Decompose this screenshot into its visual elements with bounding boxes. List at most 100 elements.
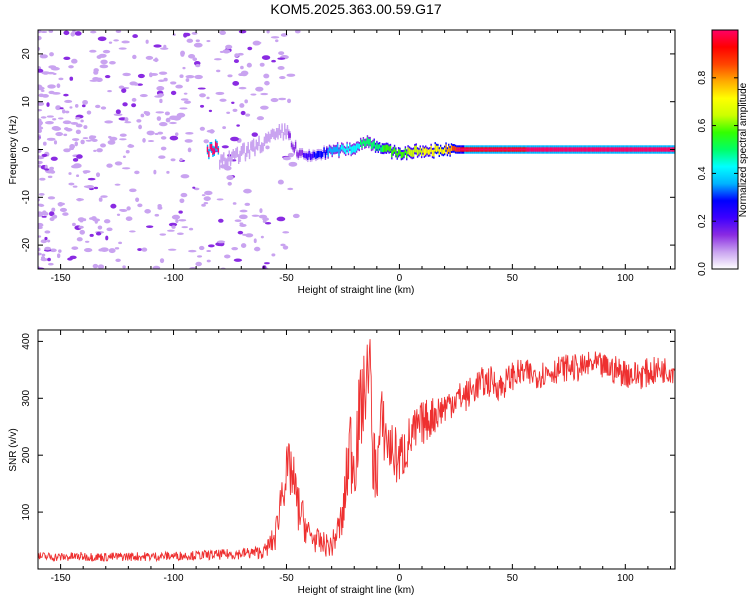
noise-blob — [141, 247, 148, 252]
noise-blob — [97, 264, 105, 269]
noise-blob — [135, 197, 140, 203]
noise-blob — [256, 116, 264, 121]
ridge-peak — [576, 148, 579, 151]
ridge-cell — [250, 143, 252, 149]
ridge-cell — [288, 131, 290, 139]
ridge-cell — [284, 125, 286, 131]
ridge-cell — [412, 149, 415, 157]
ridge-peak — [667, 148, 670, 151]
noise-blob — [287, 98, 292, 104]
noise-blob — [218, 218, 224, 223]
noise-blob — [82, 170, 91, 174]
ridge-cell — [422, 147, 424, 153]
noise-blob — [189, 266, 197, 269]
noise-blob — [154, 57, 158, 63]
ridge-cell — [380, 147, 382, 152]
ridge-cell — [266, 136, 268, 142]
noise-blob — [68, 65, 74, 69]
spectrogram-xtick-label: -150 — [51, 273, 71, 284]
noise-blob — [59, 207, 67, 213]
noise-blob — [98, 53, 107, 58]
ridge-cell — [275, 130, 278, 136]
noise-blob — [204, 190, 213, 196]
noise-blob — [170, 158, 176, 162]
ridge-cell — [362, 139, 365, 144]
noise-blob — [198, 245, 205, 251]
ridge-peak — [559, 148, 561, 151]
noise-blob — [157, 203, 162, 208]
noise-blob — [46, 239, 51, 243]
noise-blob — [193, 187, 200, 191]
spectrogram-xlabel: Height of straight line (km) — [298, 285, 415, 296]
noise-blob — [156, 86, 165, 91]
ridge-peak — [662, 148, 664, 151]
noise-blob — [75, 129, 81, 135]
ridge-peak — [471, 148, 473, 151]
ridge-cell — [357, 143, 359, 149]
noise-blob — [122, 102, 128, 107]
ridge-cell — [358, 144, 361, 150]
ridge-peak — [498, 148, 500, 151]
ridge-cell — [346, 143, 348, 151]
spectrogram-xtick-label: 50 — [507, 273, 519, 284]
noise-blob — [107, 90, 112, 93]
noise-blob — [233, 258, 243, 262]
ridge-cell — [429, 149, 431, 155]
noise-blob — [38, 235, 42, 238]
ridge-peak — [534, 148, 537, 151]
ridge-peak — [591, 148, 594, 151]
ridge-cell — [261, 144, 263, 151]
ridge-cell — [209, 144, 211, 150]
colorbar: 0.0 0.2 0.4 0.6 0.8 Normalized spectral ampl… — [697, 29, 749, 276]
noise-blob — [93, 70, 99, 75]
noise-blob — [253, 238, 257, 244]
noise-blob — [278, 97, 287, 101]
noise-blob — [78, 225, 84, 229]
noise-blob — [83, 125, 88, 130]
noise-blob — [58, 77, 64, 81]
ridge-cell — [361, 141, 363, 149]
noise-blob — [86, 110, 92, 115]
ridge-peak — [533, 148, 535, 151]
noise-blob — [215, 91, 225, 95]
spectrogram-ytick-label: -20 — [21, 237, 32, 252]
ridge-cell — [383, 145, 385, 153]
noise-blob — [118, 47, 127, 50]
noise-blob — [93, 186, 99, 190]
ridge-peak — [488, 148, 491, 151]
noise-blob — [121, 167, 131, 170]
ridge-cell — [397, 149, 400, 156]
ridge-peak — [536, 148, 538, 151]
noise-blob — [238, 30, 247, 34]
ridge-peak — [457, 148, 459, 151]
noise-blob — [55, 105, 62, 111]
ridge-peak — [599, 148, 602, 151]
noise-blob — [87, 177, 96, 181]
noise-blob — [246, 62, 252, 68]
ridge-peak — [479, 148, 481, 151]
noise-blob — [160, 146, 167, 151]
ridge-peak — [607, 148, 610, 151]
noise-blob — [131, 103, 137, 108]
ridge-cell — [206, 146, 209, 153]
ridge-cell — [331, 149, 333, 156]
noise-blob — [292, 213, 300, 219]
ridge-cell — [217, 148, 220, 153]
noise-blob — [38, 46, 41, 52]
noise-blob — [239, 103, 245, 108]
noise-blob — [239, 214, 248, 220]
noise-blob — [278, 51, 285, 55]
noise-blob — [232, 108, 238, 112]
noise-blob — [52, 118, 57, 121]
noise-blob — [137, 248, 143, 251]
ridge-cell — [239, 152, 241, 160]
ridge-peak — [574, 148, 576, 151]
colorbar-gradient — [711, 29, 739, 270]
ridge-peak — [572, 148, 575, 151]
noise-blob — [181, 226, 189, 229]
ridge-cell — [426, 148, 428, 154]
noise-blob — [188, 249, 197, 253]
noise-blob — [76, 237, 83, 242]
ridge-peak — [654, 148, 656, 151]
ridge-peak — [477, 148, 480, 151]
